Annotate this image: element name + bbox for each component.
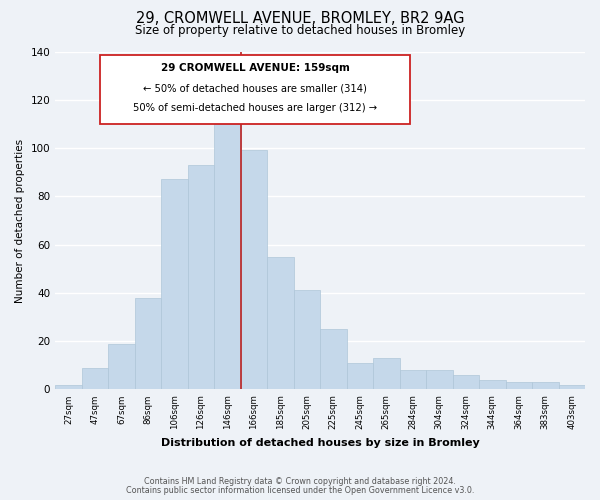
X-axis label: Distribution of detached houses by size in Bromley: Distribution of detached houses by size … [161,438,479,448]
Bar [214,124,241,390]
Text: 50% of semi-detached houses are larger (312) →: 50% of semi-detached houses are larger (… [133,104,377,114]
Bar [188,165,214,390]
Text: ← 50% of detached houses are smaller (314): ← 50% of detached houses are smaller (31… [143,84,367,94]
FancyBboxPatch shape [100,55,410,124]
Y-axis label: Number of detached properties: Number of detached properties [15,138,25,302]
Bar [559,384,585,390]
Bar [134,298,161,390]
Bar [108,344,134,390]
Bar [426,370,452,390]
Bar [400,370,426,390]
Bar [161,180,188,390]
Bar [267,256,293,390]
Bar [532,382,559,390]
Bar [506,382,532,390]
Text: Contains HM Land Registry data © Crown copyright and database right 2024.: Contains HM Land Registry data © Crown c… [144,477,456,486]
Bar [55,384,82,390]
Text: 29, CROMWELL AVENUE, BROMLEY, BR2 9AG: 29, CROMWELL AVENUE, BROMLEY, BR2 9AG [136,11,464,26]
Text: Size of property relative to detached houses in Bromley: Size of property relative to detached ho… [135,24,465,37]
Bar [293,290,320,390]
Bar [452,375,479,390]
Bar [82,368,108,390]
Bar [320,329,347,390]
Text: 29 CROMWELL AVENUE: 159sqm: 29 CROMWELL AVENUE: 159sqm [161,62,350,72]
Bar [347,363,373,390]
Text: Contains public sector information licensed under the Open Government Licence v3: Contains public sector information licen… [126,486,474,495]
Bar [373,358,400,390]
Bar [479,380,506,390]
Bar [241,150,267,390]
